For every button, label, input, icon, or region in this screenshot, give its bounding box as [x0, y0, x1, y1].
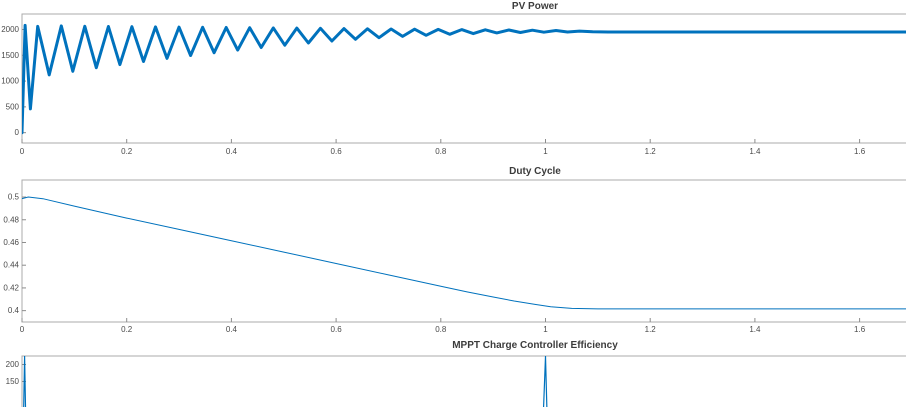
x-tick-label: 1.4	[749, 325, 761, 334]
pv-power-line	[22, 23, 906, 135]
mppt-efficiency-line	[23, 356, 548, 407]
y-tick-label: 1000	[1, 77, 19, 86]
y-tick-label: 0.42	[3, 283, 19, 292]
chart-title-mppt-efficiency: MPPT Charge Controller Efficiency	[452, 340, 618, 351]
x-tick-label: 1.6	[854, 147, 866, 156]
y-tick-label: 0.5	[8, 193, 20, 202]
y-tick-label: 1500	[1, 51, 19, 60]
x-tick-label: 1	[543, 325, 548, 334]
x-tick-label: 1	[543, 147, 548, 156]
axes-box	[21, 179, 906, 323]
pv-power-chart: 0 0.2 0.4 0.6 0.8 1 1.2 1.4 1.6 0 500 1000 1500 2000	[1, 13, 906, 156]
y-tick-label: 2000	[1, 25, 19, 34]
y-tick-label: 150	[6, 377, 20, 386]
duty-cycle-line	[22, 196, 906, 310]
y-tick-label: 0.4	[8, 306, 20, 315]
y-tick-label: 500	[6, 102, 20, 111]
x-tick-label: 0.8	[435, 325, 447, 334]
y-tick-label: 0.48	[3, 215, 19, 224]
x-tick-label: 1.4	[749, 147, 761, 156]
x-tick-label: 0.2	[121, 325, 133, 334]
y-tick-label: 0.46	[3, 238, 19, 247]
x-tick-label: 0	[20, 325, 25, 334]
x-tick-label: 0.4	[226, 325, 238, 334]
x-tick-label: 0.6	[331, 147, 343, 156]
x-tick-label: 0.2	[121, 147, 133, 156]
chart-title-pv-power: PV Power	[511, 1, 559, 12]
axes-box	[21, 355, 906, 407]
x-tick-label: 1.2	[645, 147, 657, 156]
y-tick-label: 0.44	[3, 261, 19, 270]
x-tick-label: 0.6	[331, 325, 343, 334]
x-tick-label: 0	[20, 147, 25, 156]
x-tick-label: 1.6	[854, 325, 866, 334]
x-tick-label: 0.8	[435, 147, 447, 156]
y-tick-label: 0	[15, 128, 20, 137]
x-tick-label: 0.4	[226, 147, 238, 156]
duty-cycle-chart: 0 0.2 0.4 0.6 0.8 1 1.2 1.4 1.6 0.4 0.42 0.44 0.46 0.…	[3, 179, 906, 334]
mppt-efficiency-chart: 150 200	[6, 355, 906, 407]
x-tick-label: 1.2	[645, 325, 657, 334]
y-tick-label: 200	[6, 360, 20, 369]
